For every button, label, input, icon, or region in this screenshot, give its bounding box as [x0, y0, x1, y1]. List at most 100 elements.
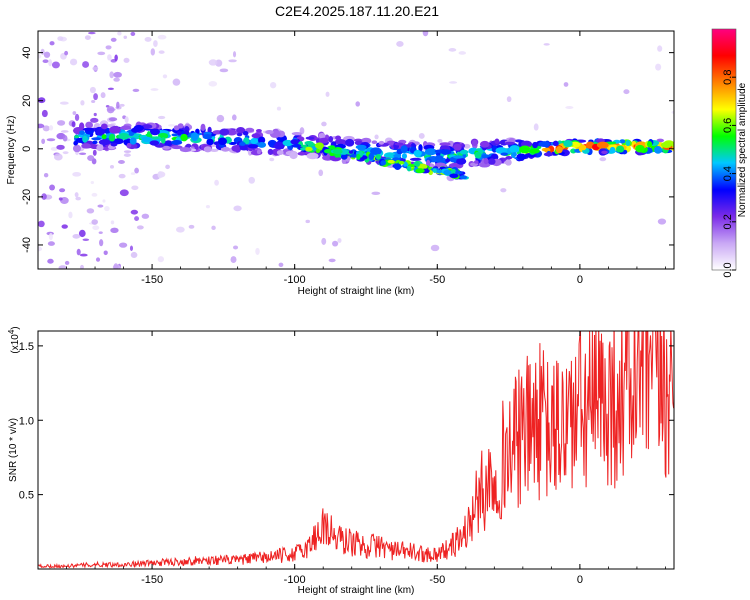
- spectrogram-noise-cell: [58, 197, 63, 201]
- colorbar-ticks: 0.0 0.2 0.4 0.6 0.8: [722, 70, 736, 278]
- spectrogram-ridge-cell: [345, 138, 355, 147]
- spectrogram-ridge-cell: [276, 150, 284, 156]
- spectrogram-noise-cell: [321, 237, 327, 245]
- spectrogram-noise-cell: [78, 229, 86, 238]
- spectrogram-branch-cell: [432, 168, 437, 173]
- spectrogram-noise-cell: [657, 218, 667, 225]
- spectrogram-noise-cell: [232, 51, 237, 58]
- colorbar-label: Normalized spectral amplitude: [737, 82, 748, 217]
- spectrogram-ridge-cell: [239, 141, 246, 146]
- spectrogram-noise-cell: [41, 193, 47, 200]
- spectrogram-ridge-cell: [596, 141, 609, 149]
- spectrogram-noise-cell: [92, 149, 97, 156]
- spectrogram-ridge-cell: [72, 144, 82, 153]
- spectrogram-noise-cell: [328, 258, 336, 263]
- spectrogram-ridge-cell: [179, 147, 192, 153]
- spectrogram-noise-cell: [355, 101, 361, 107]
- spectrogram-noise-cell: [136, 225, 144, 230]
- spectrogram-ridge-cell: [625, 139, 631, 147]
- spectrogram-noise-cell: [69, 58, 78, 66]
- spectrogram-noise-cell: [205, 204, 210, 209]
- spectrogram-ridge-cell: [528, 148, 540, 154]
- spectrogram-noise-cell: [176, 226, 185, 233]
- spectrogram-noise-cell: [623, 89, 630, 95]
- spectrogram-ridge-cell: [504, 141, 516, 145]
- spectrogram-noise-cell: [107, 54, 112, 61]
- spectrogram-noise-cell: [42, 125, 50, 132]
- spectrogram-ridge-cell: [231, 145, 240, 152]
- colorbar-gradient: [712, 29, 736, 270]
- spectrogram-noise-cell: [132, 88, 140, 93]
- spectrogram-ridge-cell: [335, 135, 342, 141]
- snr-scale-label: (x104): [7, 326, 21, 353]
- spectrogram-ridge-cell: [220, 146, 231, 152]
- spectrogram-ridge-cell: [291, 131, 303, 136]
- spectrogram-ridge-cell: [149, 140, 160, 146]
- spectrogram-noise-cell: [89, 86, 96, 94]
- spectrogram-ridge-cell: [74, 135, 80, 139]
- spectrogram-ridge-cell: [459, 149, 469, 155]
- spectrogram-y-ticks: -40 -20 0 20 40: [21, 47, 674, 253]
- spectrogram-noise-cell: [437, 139, 443, 143]
- spectrogram-ridge-cell: [210, 148, 219, 152]
- spectrogram-noise-cell: [56, 144, 65, 150]
- spectrogram-branch-cell: [406, 165, 412, 172]
- spectrogram-noise-cell: [124, 116, 129, 124]
- spectrogram-ridge-cell: [251, 133, 261, 139]
- spectrogram-noise-cell: [42, 59, 49, 63]
- spectrogram-noise-cell: [162, 74, 168, 79]
- spectrogram-ridge-cell: [185, 143, 192, 148]
- spectrogram-noise-cell: [458, 51, 467, 55]
- spectrogram-ridge-cell: [495, 147, 508, 154]
- spectrogram-ridge-cell: [118, 133, 130, 140]
- spectrogram-branch-cell: [300, 147, 306, 151]
- spectrogram-ridge-cell: [424, 148, 437, 156]
- spectrogram-noise-cell: [269, 81, 277, 89]
- spectrogram-noise-cell: [172, 78, 181, 86]
- spectrogram-ridge-cell: [393, 154, 400, 158]
- spectrogram-ridge-cell: [543, 152, 554, 157]
- spectrogram-noise-cell: [337, 238, 342, 243]
- spectrogram-branch-cell: [304, 146, 313, 152]
- spectrogram-ridge-cell: [177, 123, 184, 129]
- spectrogram-ridge-cell: [200, 123, 206, 132]
- spectrogram-ridge-cell: [73, 141, 78, 146]
- spectrogram-noise-cell: [92, 66, 99, 71]
- spectrogram-noise-cell: [248, 176, 256, 184]
- x-tick-label: 0: [577, 574, 583, 586]
- spectrogram-noise-cell: [157, 34, 167, 40]
- spectrogram-noise-cell: [86, 208, 95, 214]
- spectrogram-noise-cell: [109, 165, 114, 169]
- spectrogram-noise-cell: [53, 153, 63, 161]
- spectrogram-ridge-cell: [378, 140, 385, 145]
- spectrogram-ridge-cell: [500, 152, 508, 156]
- spectrogram-ridge-cell: [256, 149, 261, 155]
- spectrogram-branch-cell: [449, 173, 459, 179]
- spectrogram-ridge-cell: [494, 138, 500, 145]
- spectrogram-noise-cell: [563, 82, 569, 87]
- y-tick-label: -40: [21, 237, 33, 253]
- spectrogram-ridge-cell: [401, 153, 408, 159]
- spectrogram-branch-cell: [348, 150, 354, 154]
- spectrogram-noise-cell: [141, 213, 150, 219]
- colorbar-frame: [711, 28, 737, 271]
- spectrogram-branch-cell: [314, 142, 324, 149]
- spectrogram-noise-cell: [463, 143, 471, 149]
- spectrogram-noise-cell: [38, 54, 42, 59]
- spectrogram-ridge-cell: [479, 140, 490, 148]
- spectrogram-branch-cell: [336, 153, 342, 158]
- spectrogram-ridge-cell: [171, 133, 179, 137]
- spectrogram-noise-cell: [565, 106, 574, 109]
- spectrogram-branch-cell: [340, 153, 348, 160]
- spectrogram-ridge-cell: [370, 147, 382, 155]
- spectrogram-noise-cell: [233, 205, 242, 212]
- spectrogram-ridge-cell: [555, 146, 563, 154]
- spectrogram-noise-cell: [371, 191, 381, 196]
- y-tick-label: 1.5: [19, 341, 34, 353]
- spectrogram-branch-cell: [291, 143, 302, 148]
- spectrogram-ridge-cell: [516, 153, 527, 160]
- spectrogram-ridge-cell: [265, 130, 274, 135]
- spectrogram-ridge-cell: [267, 141, 276, 146]
- spectrogram-noise-cell: [231, 114, 237, 121]
